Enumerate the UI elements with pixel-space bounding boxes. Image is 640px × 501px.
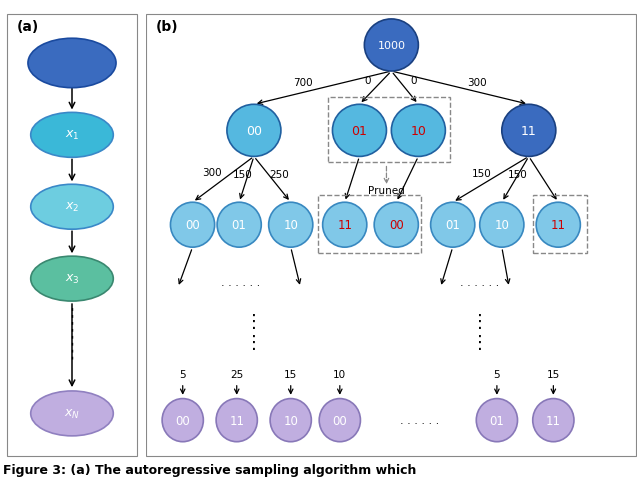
Text: 5: 5 — [493, 370, 500, 379]
Text: (b): (b) — [156, 20, 179, 34]
Text: $x_3$: $x_3$ — [65, 273, 79, 286]
Text: 0: 0 — [410, 76, 417, 86]
Bar — [328, 98, 451, 162]
Ellipse shape — [431, 203, 475, 247]
Ellipse shape — [269, 203, 313, 247]
Ellipse shape — [392, 105, 445, 157]
Ellipse shape — [216, 399, 257, 442]
Text: 10: 10 — [284, 219, 298, 232]
Ellipse shape — [28, 39, 116, 89]
Text: 11: 11 — [551, 219, 566, 232]
Text: ⋮: ⋮ — [470, 313, 489, 331]
Text: 150: 150 — [233, 170, 253, 180]
Text: 1000: 1000 — [378, 41, 405, 51]
Text: $x_N$: $x_N$ — [64, 407, 80, 420]
Text: 10: 10 — [494, 219, 509, 232]
Ellipse shape — [532, 399, 574, 442]
Ellipse shape — [364, 20, 419, 72]
Text: 150: 150 — [472, 168, 492, 178]
Ellipse shape — [170, 203, 214, 247]
Text: 5: 5 — [179, 370, 186, 379]
Ellipse shape — [270, 399, 311, 442]
Ellipse shape — [31, 185, 113, 230]
Text: ⋮: ⋮ — [470, 334, 489, 352]
Text: 300: 300 — [202, 167, 222, 177]
Ellipse shape — [227, 105, 281, 157]
Ellipse shape — [31, 257, 113, 302]
Ellipse shape — [162, 399, 204, 442]
Text: . . . . . .: . . . . . . — [400, 415, 440, 425]
Text: 01: 01 — [445, 219, 460, 232]
Ellipse shape — [332, 105, 387, 157]
Ellipse shape — [31, 113, 113, 158]
Text: ⋮: ⋮ — [245, 313, 263, 331]
Text: 15: 15 — [284, 370, 298, 379]
Text: . . . . . .: . . . . . . — [460, 278, 499, 288]
Ellipse shape — [536, 203, 580, 247]
Text: 10: 10 — [410, 125, 426, 138]
Text: 00: 00 — [332, 414, 347, 427]
Text: 00: 00 — [175, 414, 190, 427]
Text: 300: 300 — [467, 78, 487, 88]
Ellipse shape — [319, 399, 360, 442]
Text: ⋮: ⋮ — [245, 334, 263, 352]
Text: $x_1$: $x_1$ — [65, 129, 79, 142]
Ellipse shape — [374, 203, 419, 247]
Text: 01: 01 — [351, 125, 367, 138]
Text: Figure 3: (a) The autoregressive sampling algorithm which: Figure 3: (a) The autoregressive samplin… — [3, 463, 417, 476]
Ellipse shape — [476, 399, 518, 442]
Bar — [532, 196, 587, 254]
Text: 10: 10 — [284, 414, 298, 427]
Text: 15: 15 — [547, 370, 560, 379]
Text: 01: 01 — [232, 219, 246, 232]
Ellipse shape — [217, 203, 261, 247]
Text: 11: 11 — [229, 414, 244, 427]
Text: 0: 0 — [365, 76, 371, 86]
Text: Pruned: Pruned — [368, 186, 405, 196]
Text: 00: 00 — [389, 219, 404, 232]
Text: 10: 10 — [333, 370, 346, 379]
Text: . . . . . .: . . . . . . — [221, 278, 260, 288]
Ellipse shape — [480, 203, 524, 247]
Text: 250: 250 — [269, 170, 289, 180]
Text: 00: 00 — [246, 125, 262, 138]
Ellipse shape — [323, 203, 367, 247]
Text: 01: 01 — [490, 414, 504, 427]
Text: 700: 700 — [293, 78, 313, 88]
Text: $x_2$: $x_2$ — [65, 201, 79, 214]
Ellipse shape — [502, 105, 556, 157]
Text: 00: 00 — [185, 219, 200, 232]
Text: 25: 25 — [230, 370, 243, 379]
Bar — [317, 196, 421, 254]
Text: (a): (a) — [17, 20, 39, 34]
Text: 150: 150 — [508, 170, 528, 180]
Text: 11: 11 — [337, 219, 352, 232]
Text: 11: 11 — [521, 125, 537, 138]
Ellipse shape — [31, 391, 113, 436]
Text: 11: 11 — [546, 414, 561, 427]
